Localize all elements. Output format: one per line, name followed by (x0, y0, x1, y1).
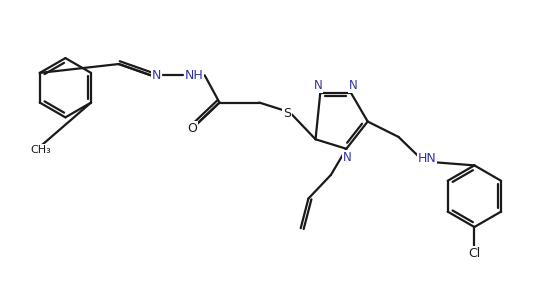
Text: N: N (314, 79, 322, 92)
Text: Cl: Cl (468, 247, 480, 260)
Text: HN: HN (418, 152, 437, 165)
Text: N: N (349, 79, 358, 92)
Text: N: N (343, 151, 352, 163)
Text: O: O (187, 122, 197, 135)
Text: NH: NH (184, 69, 203, 82)
Text: S: S (283, 107, 291, 120)
Text: CH₃: CH₃ (30, 145, 51, 155)
Text: N: N (152, 69, 161, 82)
